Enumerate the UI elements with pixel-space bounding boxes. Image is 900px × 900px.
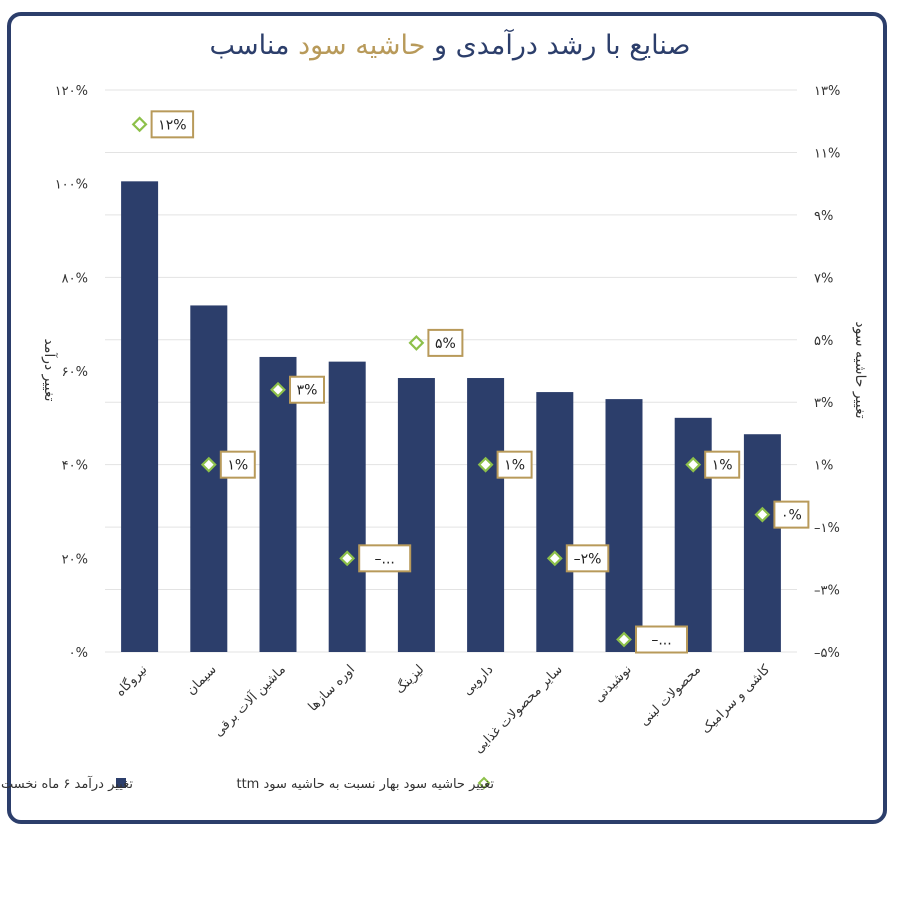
margin-label-box [704, 450, 741, 479]
margin-label-box [289, 375, 325, 404]
legend-marker-margin [477, 776, 491, 790]
left-tick-label: ۰% [69, 646, 88, 661]
right-tick-label: ۹% [814, 209, 833, 224]
category-label: دارویی [460, 662, 497, 699]
title-part-2: مناسب [209, 30, 299, 61]
category-label: ماشین آلات برقی [210, 661, 289, 740]
margin-label-box [565, 544, 610, 573]
revenue-bar [743, 434, 781, 652]
right-tick-label: ۱% [814, 459, 833, 474]
left-tick-label: ۶۰% [62, 365, 88, 380]
margin-marker [339, 550, 356, 567]
title-part-1: صنایع با رشد درآمدی و [425, 30, 691, 61]
margin-data-label: –... [651, 633, 671, 649]
margin-marker [408, 334, 425, 351]
margin-data-label: ۵% [435, 336, 456, 352]
margin-data-label: ۱% [712, 458, 733, 474]
right-tick-label: ۱۱% [814, 146, 840, 161]
margin-marker [131, 116, 148, 133]
left-tick-label: ۲۰% [62, 552, 88, 567]
revenue-bar [121, 181, 159, 652]
margin-label-box [496, 450, 533, 479]
right-tick-label: –۱% [814, 521, 840, 536]
margin-label-box [358, 544, 412, 573]
margin-data-label: ۰% [781, 508, 802, 524]
margin-data-label: –... [375, 551, 395, 567]
margin-data-label: ۱% [227, 458, 248, 474]
right-tick-label: ۱۳% [814, 84, 840, 99]
margin-label-box [427, 328, 464, 357]
margin-marker [754, 506, 771, 523]
margin-label-box [219, 450, 256, 479]
title-highlight: حاشیه سود [298, 30, 426, 61]
right-tick-label: –۵% [814, 646, 840, 661]
margin-marker [685, 456, 702, 473]
category-label: نوشیدنی [591, 662, 634, 705]
left-tick-label: ۱۰۰% [55, 178, 88, 193]
margin-marker [477, 456, 494, 473]
margin-marker [546, 550, 563, 567]
category-label: اوره سازها [306, 662, 358, 714]
left-tick-label: ۸۰% [62, 271, 88, 286]
revenue-bar [467, 378, 505, 652]
margin-data-label: –۲% [574, 551, 602, 567]
legend-label-revenue: تغییر درآمد ۶ ماه نخست ۱۴۰۴ نسبت به مدت … [0, 775, 133, 792]
right-axis-title: تغییر حاشیه سود [852, 321, 868, 418]
right-tick-label: ۳% [814, 396, 833, 411]
category-label: نیروگاه [112, 662, 150, 700]
revenue-bar [259, 356, 297, 652]
category-label: کاشی و سرامیک [699, 662, 774, 737]
revenue-bar [605, 399, 643, 652]
margin-marker [616, 631, 632, 648]
margin-label-box [635, 625, 688, 654]
legend-label-margin: تغییر حاشیه سود بهار نسبت به حاشیه سود t… [236, 777, 494, 792]
right-tick-label: –۳% [814, 584, 840, 599]
left-tick-label: ۴۰% [62, 459, 88, 474]
chart-title: صنایع با رشد درآمدی و حاشیه سود مناسب [0, 30, 900, 61]
category-label: سیمان [184, 662, 220, 698]
left-axis-title: تغییر درآمد [41, 338, 58, 401]
margin-label-box [150, 110, 195, 139]
revenue-bar [328, 361, 366, 652]
revenue-bar [397, 378, 435, 652]
category-label: لیزینگ [392, 662, 428, 698]
legend-swatch-revenue [116, 778, 126, 788]
margin-marker [200, 456, 217, 473]
margin-label-box [773, 500, 810, 529]
margin-data-label: ۳% [297, 383, 318, 399]
revenue-bar [190, 305, 228, 652]
left-tick-label: ۱۲۰% [55, 84, 88, 99]
right-tick-label: ۵% [814, 334, 833, 349]
margin-marker [270, 381, 286, 398]
margin-data-label: ۱۲% [158, 117, 186, 133]
right-tick-label: ۷% [814, 271, 833, 286]
margin-data-label: ۱% [504, 458, 525, 474]
category-label: محصولات لبنی [637, 662, 704, 729]
revenue-bar [536, 392, 574, 652]
